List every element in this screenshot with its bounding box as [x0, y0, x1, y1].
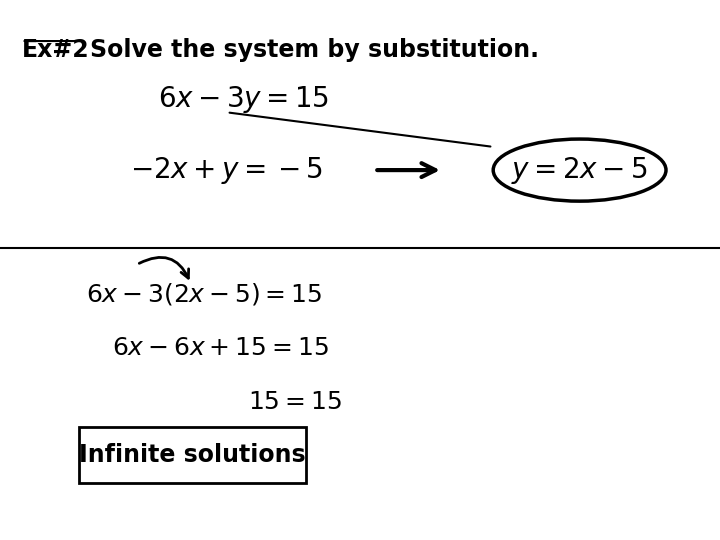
Text: $y = 2x - 5$: $y = 2x - 5$	[511, 154, 648, 186]
Text: $15 = 15$: $15 = 15$	[248, 391, 343, 414]
Text: Infinite solutions: Infinite solutions	[79, 443, 305, 467]
Text: $6x - 3y = 15$: $6x - 3y = 15$	[158, 84, 330, 116]
Text: Ex#2: Ex#2	[22, 38, 89, 62]
Text: $-2x + y = -5$: $-2x + y = -5$	[130, 154, 323, 186]
FancyBboxPatch shape	[79, 427, 306, 483]
Text: $6x - 3(2x - 5) = 15$: $6x - 3(2x - 5) = 15$	[86, 281, 323, 307]
Text: Solve the system by substitution.: Solve the system by substitution.	[90, 38, 539, 62]
Text: $6x - 6x + 15 = 15$: $6x - 6x + 15 = 15$	[112, 337, 328, 360]
